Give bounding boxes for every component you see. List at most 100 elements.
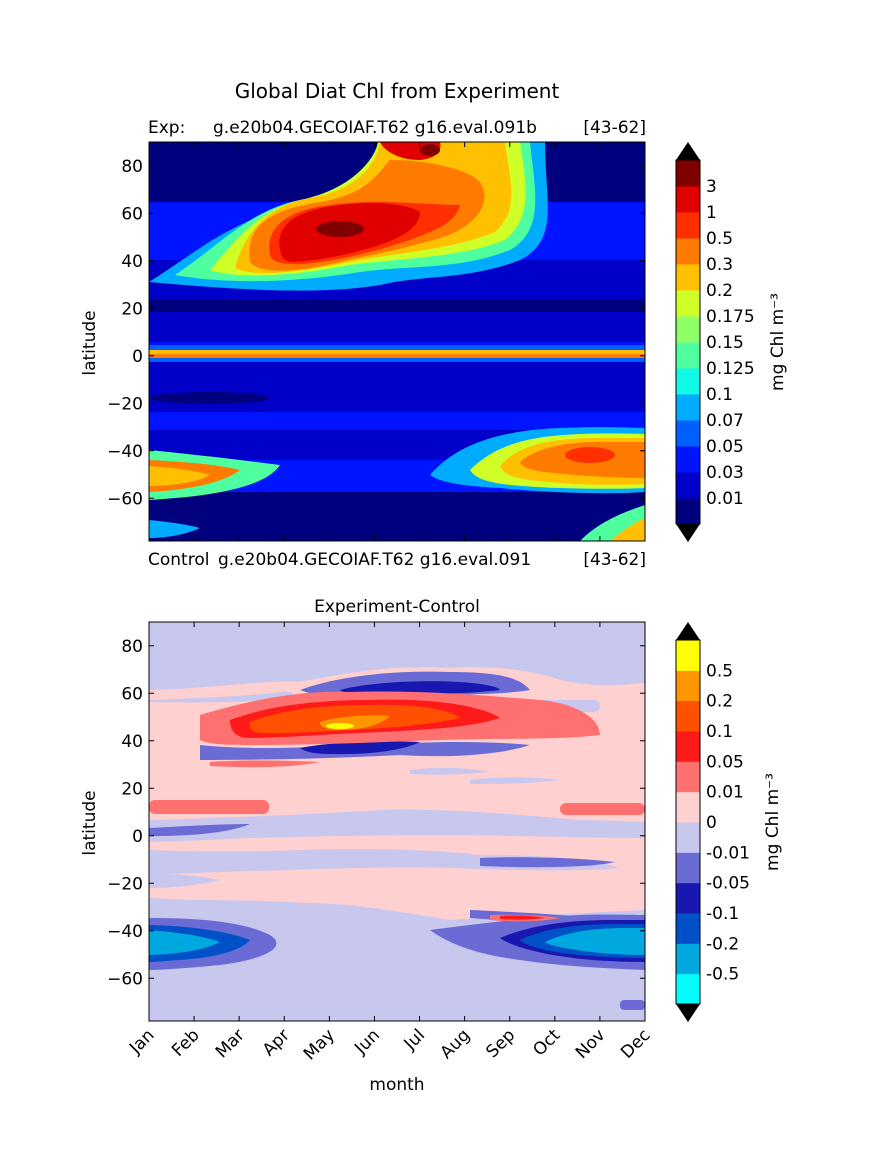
colorbar-swatch (676, 791, 700, 823)
colorbar-swatch (676, 882, 700, 914)
control-case-label: g.e20b04.GECOIAF.T62 g16.eval.091 (218, 550, 531, 570)
colorbar-swatch (676, 731, 700, 762)
colorbar-frame (675, 639, 701, 1005)
colorbar-swatch (676, 822, 700, 853)
colorbar-swatch (676, 238, 700, 265)
bottom-panel-title: Experiment-Control (314, 597, 480, 617)
colorbar-tick-label: 0.2 (706, 692, 733, 712)
colorbar-tick-label: 0.03 (706, 463, 744, 483)
y-tick-label: 40 (121, 252, 143, 272)
colorbar-tick-label: -0.01 (706, 843, 750, 863)
y-tick-label: −60 (107, 489, 143, 509)
colorbar-swatch (676, 342, 700, 369)
colorbar-over-triangle (676, 622, 700, 640)
x-tick-label: Feb (168, 1025, 203, 1060)
y-tick-label: 60 (121, 204, 143, 224)
colorbar-swatch (676, 394, 700, 421)
colorbar-tick-label: 0.15 (706, 333, 744, 353)
colorbar-swatch (676, 973, 700, 1005)
colorbar-swatch (676, 700, 700, 732)
colorbar-tick-label: 0.5 (706, 229, 733, 249)
colorbar-tick-label: 1 (706, 203, 717, 223)
colorbar-tick-label: -0.1 (706, 904, 739, 924)
x-tick-label: Apr (259, 1025, 294, 1060)
colorbar-tick-label: 0.07 (706, 411, 744, 431)
colorbar-swatch (676, 420, 700, 447)
y-tick-label: 40 (121, 732, 143, 752)
top-y-axis: 80 60 40 20 0 −20 −40 −60 (107, 157, 645, 509)
colorbar-tick-label: 0.05 (706, 752, 744, 772)
x-tick-label: Aug (437, 1025, 475, 1063)
y-tick-label: 20 (121, 779, 143, 799)
control-label: Control (148, 550, 209, 570)
bottom-colorbar-label: mg Chl m⁻³ (763, 773, 783, 871)
top-x-ticks (148, 142, 646, 541)
colorbar-swatch (676, 498, 700, 525)
top-case-label: g.e20b04.GECOIAF.T62 g16.eval.091b (213, 118, 537, 138)
y-tick-label: −40 (107, 442, 143, 462)
colorbar-tick-label: -0.2 (706, 934, 739, 954)
top-panel: Exp: g.e20b04.GECOIAF.T62 g16.eval.091b … (80, 118, 788, 570)
colorbar-swatch (676, 852, 700, 884)
x-tick-label: Jan (125, 1025, 158, 1058)
colorbar-tick-label: 3 (706, 177, 717, 197)
top-y-axis-label: latitude (80, 310, 100, 375)
bottom-x-axis-label: month (369, 1075, 424, 1095)
x-tick-label: Nov (572, 1025, 610, 1063)
colorbar-swatch (676, 640, 700, 671)
bottom-plot-frame (148, 621, 646, 1022)
colorbar-swatch (676, 472, 700, 499)
bottom-y-axis-label: latitude (80, 790, 100, 855)
colorbar-tick-label: -0.05 (706, 874, 750, 894)
colorbar-tick-label: 0.01 (706, 783, 744, 803)
colorbar-swatch (676, 670, 700, 702)
y-tick-label: −20 (107, 394, 143, 414)
top-years-label: [43-62] (583, 118, 646, 138)
x-tick-label: Jul (400, 1025, 429, 1054)
bottom-y-axis: 80 60 40 20 0 −20 −40 −60 (107, 637, 645, 989)
top-plot-frame (148, 141, 646, 542)
y-tick-label: −40 (107, 922, 143, 942)
y-tick-label: 60 (121, 684, 143, 704)
top-colorbar: 0.01 0.03 0.05 0.07 0.1 0.125 0.15 0.175 0.2 0.3 0… (675, 142, 755, 542)
y-tick-label: −60 (107, 969, 143, 989)
y-tick-label: −20 (107, 874, 143, 894)
colorbar-tick-label: 0.1 (706, 385, 733, 405)
x-tick-label: Mar (212, 1025, 249, 1062)
colorbar-swatch (676, 913, 700, 944)
x-tick-label: Oct (529, 1025, 564, 1060)
colorbar-frame (675, 159, 701, 525)
colorbar-tick-label: -0.5 (706, 965, 739, 985)
y-tick-label: 80 (121, 157, 143, 177)
colorbar-under-triangle (676, 1004, 700, 1022)
bottom-contour-field (149, 622, 645, 1021)
y-tick-label: 0 (132, 827, 143, 847)
colorbar-swatch (676, 264, 700, 291)
colorbar-swatch (676, 212, 700, 239)
colorbar-tick-label: 0.01 (706, 489, 744, 509)
y-tick-label: 0 (132, 347, 143, 367)
colorbar-tick-label: 0.125 (706, 359, 755, 379)
colorbar-swatch (676, 761, 700, 793)
figure-title: Global Diat Chl from Experiment (235, 79, 560, 103)
colorbar-under-triangle (676, 524, 700, 542)
colorbar-swatch (676, 290, 700, 317)
colorbar-swatch (676, 943, 700, 975)
x-tick-label: Sep (482, 1025, 519, 1062)
control-years-label: [43-62] (583, 550, 646, 570)
x-tick-label: Jun (350, 1025, 384, 1059)
bottom-colorbar: 0.5 0.2 0.1 0.05 0.01 0 -0.01 -0.05 -0.1 -0.2 -0.5 (675, 622, 750, 1022)
colorbar-tick-label: 0 (706, 813, 717, 833)
colorbar-swatch (676, 368, 700, 395)
colorbar-tick-label: 0.1 (706, 722, 733, 742)
colorbar-swatch (676, 446, 700, 473)
colorbar-tick-label: 0.3 (706, 255, 733, 275)
top-colorbar-label: mg Chl m⁻³ (768, 293, 788, 391)
x-tick-label: Dec (617, 1025, 654, 1062)
colorbar-over-triangle (676, 142, 700, 160)
top-exp-label: Exp: (148, 118, 185, 138)
y-tick-label: 20 (121, 299, 143, 319)
bottom-panel: Experiment-Control (80, 597, 783, 1095)
y-tick-label: 80 (121, 637, 143, 657)
